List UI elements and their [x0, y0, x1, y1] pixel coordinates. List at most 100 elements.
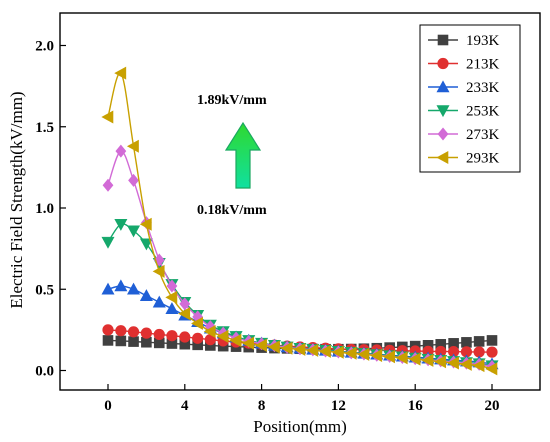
data-point [114, 66, 127, 80]
data-point [128, 173, 139, 187]
x-axis-title: Position(mm) [253, 417, 347, 436]
legend-marker [437, 57, 449, 70]
legend: 193K 213K 233K 253K 273K 293K [428, 33, 500, 167]
series-line [107, 150, 493, 368]
legend-marker [437, 127, 449, 141]
data-point [395, 351, 408, 365]
data-point [434, 355, 447, 369]
data-point [102, 324, 114, 336]
y-tick-label: 1.0 [35, 201, 54, 217]
annotation-max: 1.89kV/mm [197, 93, 267, 108]
data-point [114, 279, 128, 292]
y-tick-label: 0.5 [35, 282, 54, 298]
data-point [139, 217, 152, 231]
data-point [472, 359, 485, 373]
legend-label: 213K [466, 57, 500, 73]
x-tick-label: 0 [104, 398, 112, 414]
data-point [179, 297, 191, 311]
data-point [166, 330, 178, 342]
data-point [127, 326, 140, 338]
legend-item: 273K [428, 127, 500, 143]
legend-item: 213K [428, 57, 500, 73]
data-point [191, 316, 203, 330]
data-point [229, 333, 242, 347]
data-point [140, 327, 152, 339]
data-point [101, 110, 114, 124]
data-point [370, 349, 383, 363]
data-point [408, 352, 421, 366]
data-point [178, 307, 191, 321]
axis-ticks: 0 4 8 12 16 20 0.0 0.5 1.0 1.5 2.0 [35, 39, 499, 415]
data-point [179, 331, 191, 343]
legend-label: 293K [466, 151, 500, 167]
data-point [203, 324, 216, 339]
plot-frame [59, 12, 541, 391]
legend-item: 253K [428, 104, 500, 120]
x-tick-label: 16 [408, 398, 424, 414]
data-point [446, 356, 459, 370]
data-point [102, 335, 114, 346]
data-point [165, 290, 178, 304]
x-tick-label: 12 [331, 398, 346, 414]
data-point [141, 336, 152, 348]
data-point [280, 341, 293, 355]
data-point [153, 328, 165, 341]
legend-marker [436, 80, 450, 93]
x-tick-label: 4 [181, 398, 189, 414]
data-point [485, 362, 498, 376]
data-point [115, 144, 127, 158]
data-point [102, 178, 114, 192]
data-point [101, 236, 115, 249]
data-point [152, 295, 166, 308]
data-point [216, 329, 229, 343]
legend-marker [436, 150, 449, 165]
data-point [165, 302, 179, 315]
annotation-min: 0.18kV/mm [197, 203, 267, 218]
data-point [152, 264, 165, 278]
y-tick-label: 1.5 [35, 120, 54, 136]
data-point [344, 346, 357, 360]
y-tick-label: 0.0 [35, 364, 54, 380]
legend-item: 193K [428, 33, 500, 49]
data-point [115, 325, 127, 337]
data-point [101, 282, 115, 295]
x-tick-label: 20 [485, 398, 500, 414]
data-point [139, 289, 153, 302]
x-tick-label: 8 [258, 398, 266, 414]
data-point [254, 338, 267, 352]
legend-item: 293K [428, 151, 500, 167]
data-point [293, 342, 306, 356]
legend-label: 253K [466, 104, 500, 120]
legend-label: 233K [466, 80, 500, 96]
data-point [127, 225, 141, 238]
legend-item: 233K [428, 80, 500, 96]
data-point [114, 218, 128, 231]
data-point [383, 350, 395, 364]
data-point [267, 340, 280, 354]
curves [101, 66, 499, 376]
data-point [318, 344, 331, 358]
legend-box [419, 24, 521, 173]
legend-label: 193K [466, 33, 500, 49]
data-point [242, 336, 255, 350]
data-point [459, 357, 472, 371]
data-point [461, 337, 472, 348]
legend-marker [436, 105, 450, 118]
increase-arrow-icon [224, 121, 262, 189]
data-point [331, 345, 344, 359]
y-tick-label: 2.0 [35, 39, 54, 55]
data-point [486, 346, 498, 358]
data-point [166, 279, 178, 293]
legend-label: 273K [466, 127, 500, 143]
data-point [127, 282, 141, 295]
data-point [115, 335, 127, 347]
series-293K [101, 66, 498, 376]
y-axis-title: Electric Field Strength(kV/mm) [7, 91, 26, 308]
data-point [192, 332, 204, 344]
data-point [357, 347, 370, 361]
data-point [139, 238, 153, 251]
data-point [306, 343, 319, 357]
data-point [128, 336, 139, 347]
data-point [473, 336, 485, 347]
data-point [126, 139, 139, 153]
